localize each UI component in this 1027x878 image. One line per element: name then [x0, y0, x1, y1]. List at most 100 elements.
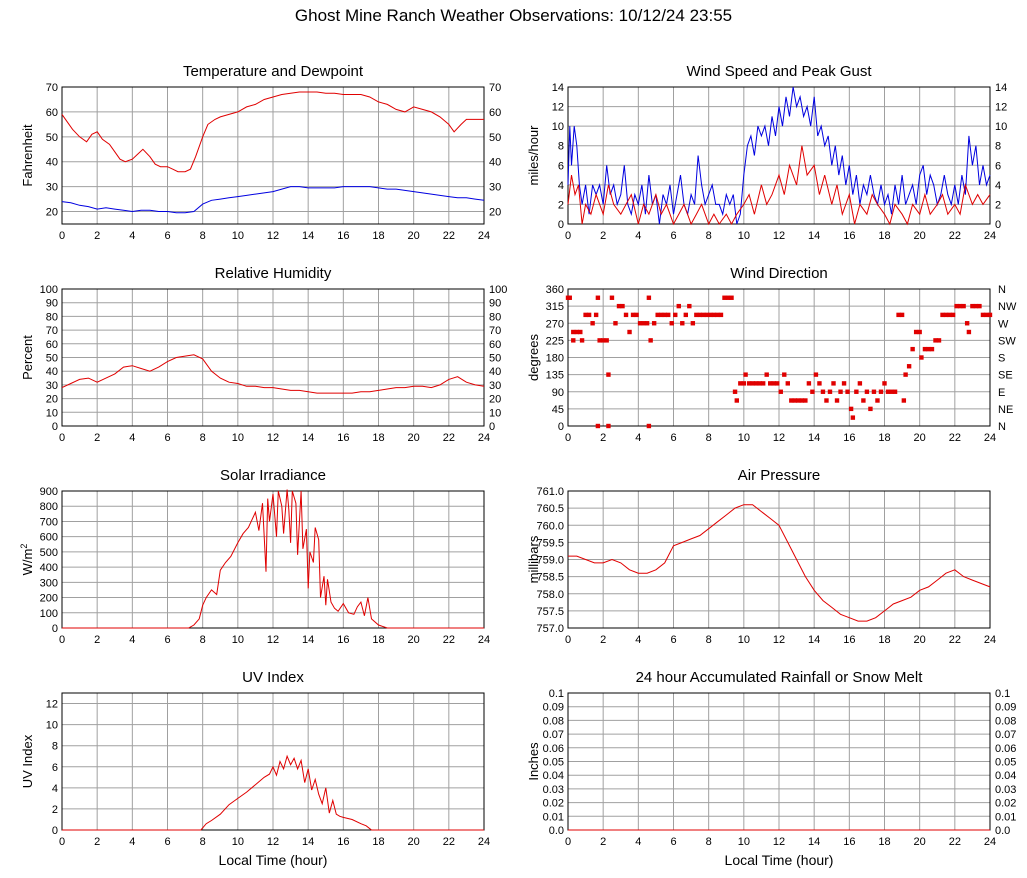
plot-frame: [567, 288, 991, 427]
data-point: [892, 389, 898, 394]
y-tick-label: 0.03: [543, 784, 564, 796]
data-point: [906, 364, 912, 369]
data-point: [669, 321, 674, 326]
data-point: [950, 312, 956, 318]
data-point: [838, 389, 843, 394]
data-point: [936, 338, 942, 343]
y-tick-label: 0: [52, 421, 58, 433]
data-point: [810, 389, 815, 394]
data-point: [834, 398, 840, 403]
y-tick-label: 10: [552, 121, 564, 133]
chart-title: Temperature and Dewpoint: [183, 63, 364, 80]
series-line-blue: [567, 86, 991, 225]
x-tick-label: 0: [565, 836, 571, 848]
y-tick-label-right: 90: [489, 298, 501, 310]
x-tick-label: 4: [129, 836, 135, 848]
y-tick-label-right: 0.01: [995, 811, 1016, 823]
x-axis-label: Local Time (hour): [219, 852, 328, 868]
data-point: [764, 372, 769, 377]
y-tick-label-right: 12: [995, 102, 1007, 114]
series-line-blue: [61, 186, 485, 214]
data-point: [778, 389, 783, 394]
compass-tick-label: SW: [998, 335, 1016, 347]
y-tick-label-right: 6: [995, 160, 1001, 172]
y-tick-label-right: 0.07: [995, 729, 1016, 741]
data-point: [644, 321, 650, 326]
x-tick-label: 12: [267, 836, 279, 848]
data-point: [868, 406, 873, 412]
x-tick-label: 8: [706, 634, 712, 646]
data-point: [861, 398, 866, 403]
x-tick-label: 10: [738, 432, 750, 444]
x-tick-label: 0: [565, 230, 571, 242]
x-tick-label: 24: [984, 432, 996, 444]
data-point: [980, 312, 986, 318]
y-tick-label-right: 10: [489, 407, 501, 419]
y-tick-label: 758.0: [536, 589, 564, 601]
data-point: [917, 329, 922, 335]
x-tick-label: 14: [302, 634, 314, 646]
x-tick-label: 20: [408, 432, 420, 444]
data-point: [817, 381, 822, 386]
y-tick-label: 400: [40, 562, 58, 574]
y-tick-label: 0.04: [543, 770, 564, 782]
data-point: [641, 321, 646, 326]
data-point: [966, 329, 972, 335]
x-tick-label: 20: [408, 230, 420, 242]
data-point: [711, 312, 717, 318]
data-point: [964, 321, 970, 326]
x-tick-label: 8: [706, 432, 712, 444]
y-tick-label-right: 0.0: [995, 825, 1010, 837]
data-point: [606, 423, 611, 429]
data-point: [857, 381, 863, 386]
data-point: [571, 338, 576, 343]
y-tick-label: 70: [46, 82, 58, 94]
x-tick-label: 2: [94, 230, 100, 242]
x-tick-label: 22: [949, 230, 961, 242]
data-point: [729, 295, 734, 300]
y-tick-label-right: 0.1: [995, 688, 1010, 700]
y-tick-label: 225: [546, 335, 564, 347]
y-axis-label: UV Index: [20, 734, 35, 788]
data-point: [977, 303, 982, 309]
x-tick-label: 8: [706, 836, 712, 848]
chart-title: Wind Direction: [730, 265, 828, 282]
data-point: [864, 389, 870, 394]
x-tick-label: 2: [94, 634, 100, 646]
x-tick-label: 6: [670, 634, 676, 646]
data-point: [637, 321, 643, 326]
data-point: [646, 423, 652, 429]
compass-tick-label: SE: [998, 370, 1013, 382]
data-point: [792, 398, 798, 403]
x-tick-label: 18: [878, 432, 890, 444]
y-tick-label: 10: [46, 407, 58, 419]
series-line-red: [567, 145, 991, 226]
data-point: [753, 381, 759, 386]
x-tick-label: 14: [808, 634, 820, 646]
y-tick-label: 90: [46, 298, 58, 310]
data-point: [926, 346, 931, 352]
y-tick-label: 135: [546, 370, 564, 382]
data-point: [715, 312, 720, 318]
x-tick-label: 2: [600, 836, 606, 848]
y-tick-label: 8: [558, 141, 564, 153]
y-tick-label: 10: [46, 720, 58, 732]
x-tick-label: 10: [232, 230, 244, 242]
data-point: [875, 398, 880, 403]
y-tick-label: 2: [558, 199, 564, 211]
x-tick-label: 22: [443, 836, 455, 848]
y-tick-label: 270: [546, 318, 564, 330]
y-tick-label: 50: [46, 132, 58, 144]
x-tick-label: 0: [59, 230, 65, 242]
x-tick-label: 20: [408, 634, 420, 646]
y-tick-label: 2: [52, 804, 58, 816]
x-tick-label: 24: [984, 230, 996, 242]
y-tick-label-right: 20: [489, 394, 501, 406]
data-point: [850, 415, 856, 420]
x-tick-label: 24: [984, 836, 996, 848]
data-point: [933, 338, 938, 343]
x-tick-label: 16: [843, 230, 855, 242]
chart-title: Wind Speed and Peak Gust: [686, 63, 872, 80]
